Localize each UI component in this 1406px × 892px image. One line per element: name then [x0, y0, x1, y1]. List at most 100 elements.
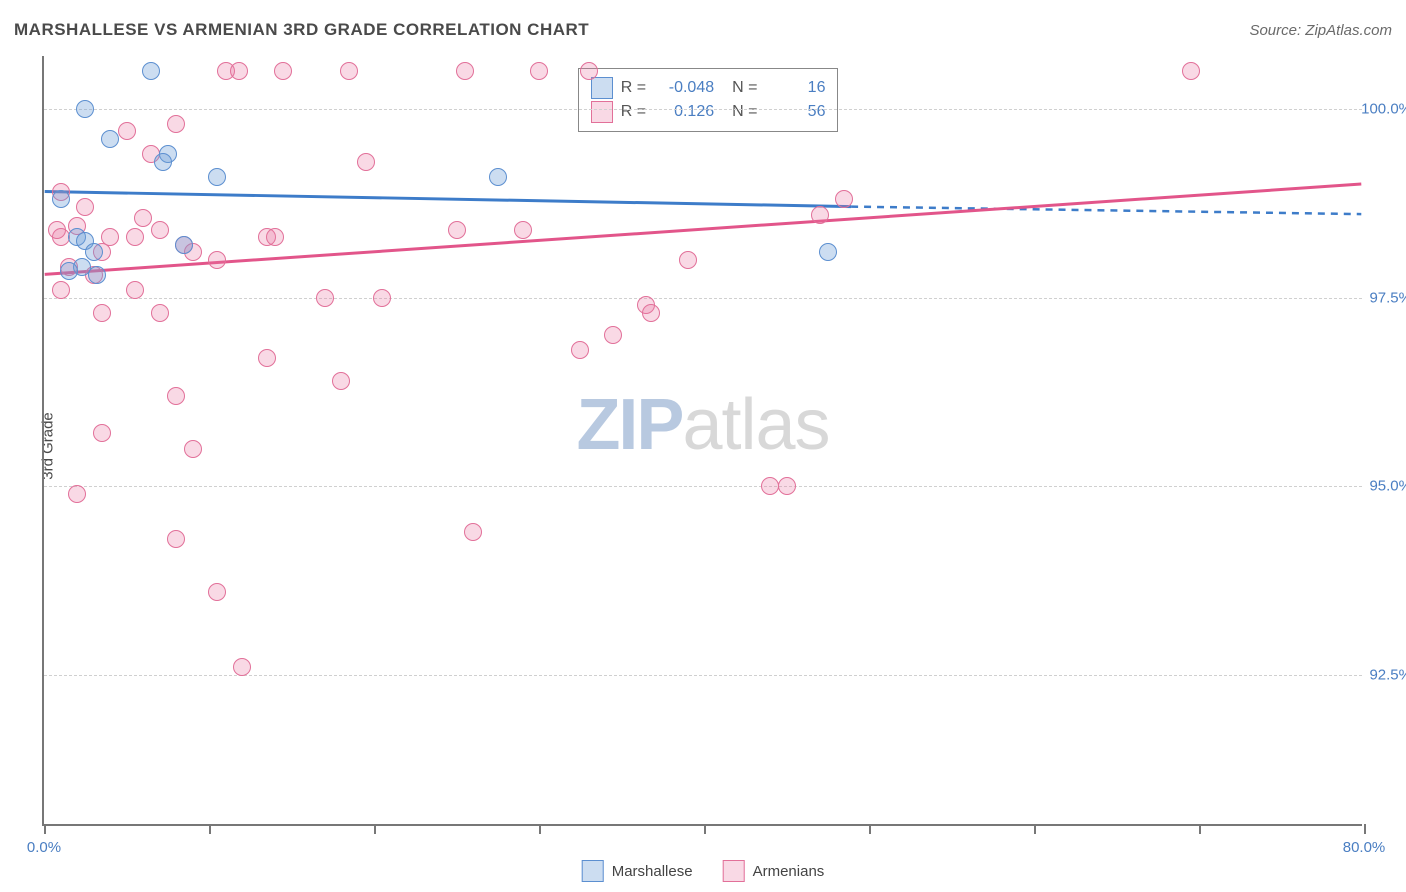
data-point: [464, 523, 482, 541]
x-tick: [1034, 824, 1036, 834]
trend-line: [45, 192, 851, 207]
legend-n-value: 16: [765, 79, 825, 97]
data-point: [175, 236, 193, 254]
legend-stats: R = -0.048 N = 16 R = 0.126 N = 56: [578, 68, 839, 132]
data-point: [208, 583, 226, 601]
y-tick-label: 97.5%: [1369, 289, 1406, 306]
data-point: [208, 251, 226, 269]
data-point: [88, 266, 106, 284]
y-tick-label: 92.5%: [1369, 667, 1406, 684]
data-point: [233, 658, 251, 676]
data-point: [580, 62, 598, 80]
data-point: [679, 251, 697, 269]
data-point: [126, 281, 144, 299]
data-point: [642, 304, 660, 322]
legend-stats-row: R = -0.048 N = 16: [591, 77, 826, 99]
data-point: [514, 221, 532, 239]
data-point: [101, 130, 119, 148]
data-point: [154, 153, 172, 171]
data-point: [266, 228, 284, 246]
data-point: [357, 153, 375, 171]
data-point: [819, 243, 837, 261]
x-tick-label: 0.0%: [27, 839, 61, 856]
trend-lines-layer: [44, 56, 1362, 824]
legend-swatch: [582, 860, 604, 882]
legend-series-item: Armenians: [723, 860, 825, 882]
chart-container: MARSHALLESE VS ARMENIAN 3RD GRADE CORREL…: [0, 0, 1406, 892]
data-point: [184, 440, 202, 458]
x-tick: [869, 824, 871, 834]
data-point: [489, 168, 507, 186]
legend-swatch: [591, 77, 613, 99]
data-point: [85, 243, 103, 261]
data-point: [811, 206, 829, 224]
data-point: [332, 372, 350, 390]
x-tick: [209, 824, 211, 834]
data-point: [340, 62, 358, 80]
legend-r-label: R =: [621, 103, 646, 121]
legend-swatch: [591, 101, 613, 123]
data-point: [151, 304, 169, 322]
gridline: [44, 298, 1362, 299]
trend-line: [45, 184, 1362, 274]
data-point: [142, 62, 160, 80]
data-point: [571, 341, 589, 359]
legend-series-item: Marshallese: [582, 860, 693, 882]
data-point: [48, 221, 66, 239]
data-point: [778, 477, 796, 495]
gridline: [44, 486, 1362, 487]
y-tick-label: 95.0%: [1369, 478, 1406, 495]
x-tick: [539, 824, 541, 834]
data-point: [604, 326, 622, 344]
data-point: [835, 190, 853, 208]
data-point: [373, 289, 391, 307]
gridline: [44, 109, 1362, 110]
data-point: [93, 304, 111, 322]
legend-r-label: R =: [621, 79, 646, 97]
chart-title: MARSHALLESE VS ARMENIAN 3RD GRADE CORREL…: [14, 20, 589, 40]
legend-n-label: N =: [732, 103, 757, 121]
data-point: [60, 262, 78, 280]
data-point: [118, 122, 136, 140]
data-point: [530, 62, 548, 80]
legend-n-value: 56: [765, 103, 825, 121]
legend-stats-row: R = 0.126 N = 56: [591, 101, 826, 123]
x-tick: [1364, 824, 1366, 834]
data-point: [68, 485, 86, 503]
data-point: [93, 424, 111, 442]
legend-series: Marshallese Armenians: [582, 860, 825, 882]
data-point: [258, 349, 276, 367]
chart-source: Source: ZipAtlas.com: [1249, 22, 1392, 39]
x-tick: [374, 824, 376, 834]
data-point: [167, 115, 185, 133]
legend-n-label: N =: [732, 79, 757, 97]
data-point: [230, 62, 248, 80]
data-point: [1182, 62, 1200, 80]
data-point: [134, 209, 152, 227]
x-tick-label: 80.0%: [1343, 839, 1386, 856]
data-point: [76, 198, 94, 216]
plot-area: ZIPatlas R =-0.048N =16R =0.126N =56 92.…: [42, 56, 1362, 826]
x-tick: [704, 824, 706, 834]
data-point: [316, 289, 334, 307]
y-tick-label: 100.0%: [1361, 100, 1406, 117]
legend-r-value: -0.048: [654, 79, 714, 97]
data-point: [448, 221, 466, 239]
data-point: [151, 221, 169, 239]
data-point: [167, 530, 185, 548]
legend-series-label: Marshallese: [612, 863, 693, 880]
data-point: [274, 62, 292, 80]
legend-swatch: [723, 860, 745, 882]
data-point: [126, 228, 144, 246]
legend-r-value: 0.126: [654, 103, 714, 121]
data-point: [52, 281, 70, 299]
data-point: [456, 62, 474, 80]
data-point: [52, 190, 70, 208]
legend-series-label: Armenians: [753, 863, 825, 880]
data-point: [167, 387, 185, 405]
x-tick: [44, 824, 46, 834]
data-point: [76, 100, 94, 118]
data-point: [208, 168, 226, 186]
data-point: [761, 477, 779, 495]
x-tick: [1199, 824, 1201, 834]
